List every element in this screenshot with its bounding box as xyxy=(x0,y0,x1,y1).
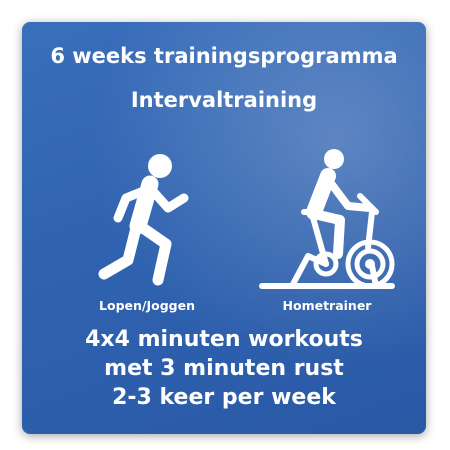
training-card: 6 weeks trainingsprogramma Intervaltrain… xyxy=(22,22,426,434)
activity-label-running: Lopen/Joggen xyxy=(99,298,195,313)
exercise-bike-icon xyxy=(259,149,395,289)
workout-description: 4x4 minuten workouts xyxy=(85,327,363,352)
running-person-icon xyxy=(98,154,189,286)
program-subtitle: Intervaltraining xyxy=(130,88,318,112)
program-title: 6 weeks trainingsprogramma xyxy=(50,44,398,68)
frequency-description: 2-3 keer per week xyxy=(112,385,336,410)
activity-label-hometrainer: Hometrainer xyxy=(282,298,372,313)
rest-description: met 3 minuten rust xyxy=(104,356,344,381)
